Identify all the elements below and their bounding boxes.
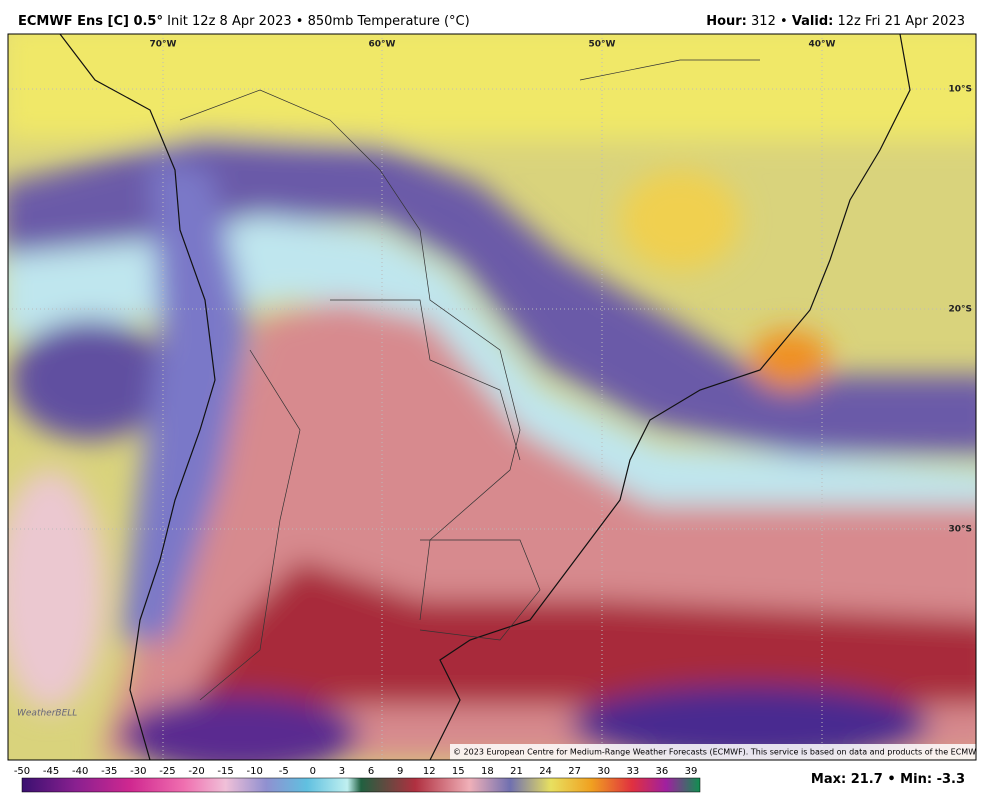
colorbar-tick-label: 24 bbox=[539, 766, 552, 777]
colorbar-tick-label: -35 bbox=[101, 766, 117, 777]
colorbar-tick-label: 30 bbox=[597, 766, 610, 777]
colorbar-tick-label: -20 bbox=[188, 766, 204, 777]
colorbar-tick-label: 18 bbox=[481, 766, 494, 777]
longitude-label: 60°W bbox=[369, 40, 396, 50]
colorbar-tick-label: 27 bbox=[568, 766, 581, 777]
warm-band bbox=[8, 34, 976, 140]
header-right: Hour: 312 • Valid: 12z Fri 21 Apr 2023 bbox=[706, 14, 965, 29]
cool-pool bbox=[10, 320, 170, 440]
longitude-label: 70°W bbox=[150, 40, 177, 50]
colorbar-tick-label: -50 bbox=[14, 766, 30, 777]
geo-labels: 70°W 60°W 50°W 40°W 10°S 20°S 30°S bbox=[150, 40, 972, 535]
copyright: © 2023 European Centre for Medium-Range … bbox=[453, 748, 982, 757]
colorbar-ticks: -50 -45 -40 -35 -30 -25 -20 -15 -10 -5 0 3 6 9 12 15 18 2… bbox=[14, 766, 698, 777]
colorbar-tick-label: -40 bbox=[72, 766, 88, 777]
latitude-label: 30°S bbox=[948, 525, 972, 535]
min: -3.3 bbox=[937, 772, 965, 787]
valid: 12z Fri 21 Apr 2023 bbox=[838, 14, 966, 29]
colorbar-tick-label: 0 bbox=[310, 766, 316, 777]
separator: • bbox=[296, 14, 304, 29]
colorbar-tick-label: 39 bbox=[685, 766, 698, 777]
warm-spot bbox=[750, 330, 830, 390]
colorbar-tick-label: -25 bbox=[159, 766, 175, 777]
temperature-field bbox=[8, 34, 976, 760]
map: WeatherBELL © 2023 European Centre for M… bbox=[8, 34, 982, 760]
init: Init 12z 8 Apr 2023 bbox=[167, 14, 292, 29]
colorbar-tick-label: -10 bbox=[247, 766, 263, 777]
colorbar-tick-label: 33 bbox=[626, 766, 639, 777]
graticule bbox=[8, 34, 976, 760]
watermark: WeatherBELL bbox=[17, 709, 77, 719]
max-label: Max: bbox=[811, 772, 846, 787]
coastline bbox=[59, 34, 911, 760]
copyright-box bbox=[450, 744, 976, 760]
colorbar-tick-label: -30 bbox=[130, 766, 146, 777]
colorbar-tick-label: 36 bbox=[656, 766, 669, 777]
colorbar-tick-label: 21 bbox=[510, 766, 523, 777]
colorbar-tick-label: 12 bbox=[423, 766, 436, 777]
longitude-label: 50°W bbox=[589, 40, 616, 50]
borders bbox=[179, 59, 760, 701]
header-left: ECMWF Ens [C] 0.5° Init 12z 8 Apr 2023 •… bbox=[18, 14, 470, 29]
max: 21.7 bbox=[851, 772, 883, 787]
latitude-label: 20°S bbox=[948, 305, 972, 315]
model: ECMWF Ens [C] 0.5° bbox=[18, 14, 163, 29]
colorbar-tick-label: -15 bbox=[217, 766, 233, 777]
deep-band bbox=[570, 685, 930, 760]
valid-label: Valid: bbox=[792, 14, 834, 29]
hot-band bbox=[190, 560, 976, 705]
deep-band bbox=[120, 695, 360, 760]
separator: • bbox=[780, 14, 788, 29]
mild-pool bbox=[8, 470, 105, 710]
colorbar-tick-label: 9 bbox=[397, 766, 403, 777]
colorbar-tick-label: -5 bbox=[279, 766, 289, 777]
min-label: Min: bbox=[900, 772, 932, 787]
colorbar bbox=[21, 777, 701, 793]
map-frame bbox=[7, 33, 977, 761]
separator: • bbox=[887, 772, 895, 787]
colorbar-tick-label: 15 bbox=[452, 766, 465, 777]
colorbar-tick-label: 3 bbox=[339, 766, 345, 777]
longitude-label: 40°W bbox=[809, 40, 836, 50]
warm-spot bbox=[620, 170, 740, 270]
hour: 312 bbox=[751, 14, 776, 29]
footer-stats: Max: 21.7 • Min: -3.3 bbox=[811, 772, 965, 787]
cool-band bbox=[8, 135, 976, 455]
latitude-label: 10°S bbox=[948, 85, 972, 95]
cold-band bbox=[8, 215, 976, 519]
field: 850mb Temperature (°C) bbox=[308, 14, 470, 29]
colorbar-tick-label: 6 bbox=[368, 766, 374, 777]
hour-label: Hour: bbox=[706, 14, 747, 29]
andes-strip bbox=[120, 160, 250, 640]
colorbar-tick-label: -45 bbox=[43, 766, 59, 777]
